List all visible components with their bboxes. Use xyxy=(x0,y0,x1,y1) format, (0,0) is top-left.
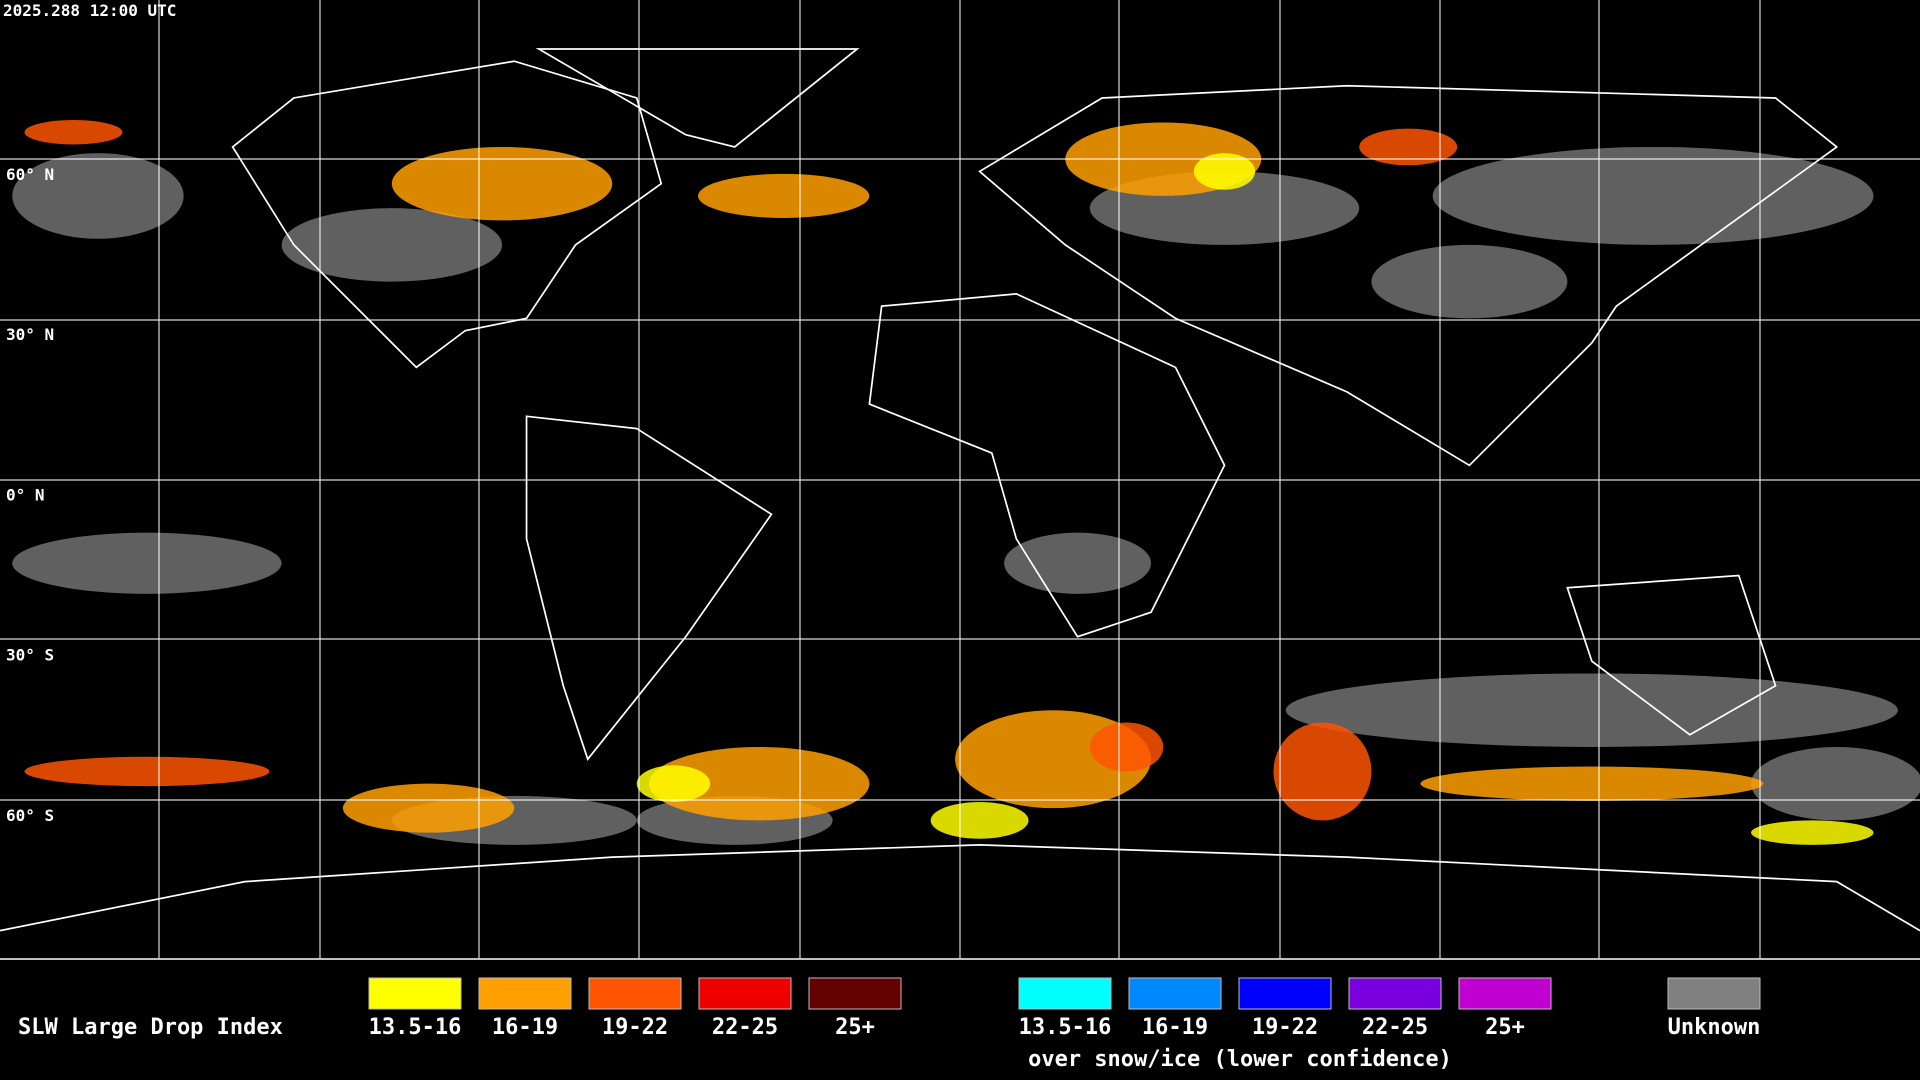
legend-swatch xyxy=(1348,977,1442,1010)
latitude-label: 0° N xyxy=(6,485,45,504)
legend-label: 22-25 xyxy=(712,1015,778,1040)
latitude-label: 30° N xyxy=(6,325,54,344)
legend-swatch xyxy=(1458,977,1552,1010)
legend-label: 25+ xyxy=(1485,1015,1525,1040)
legend-swatch xyxy=(1667,977,1761,1010)
legend-swatch xyxy=(368,977,462,1010)
legend-label: 22-25 xyxy=(1362,1015,1428,1040)
legend-label: 13.5-16 xyxy=(369,1015,462,1040)
legend-swatch xyxy=(808,977,902,1010)
legend-label: 16-19 xyxy=(492,1015,558,1040)
latitude-label: 30° S xyxy=(6,646,54,665)
coastlines xyxy=(0,48,1920,932)
legend-swatch xyxy=(1238,977,1332,1010)
legend-title: SLW Large Drop Index xyxy=(18,1015,283,1040)
latitude-label: 60° N xyxy=(6,165,54,184)
snow-note: over snow/ice (lower confidence) xyxy=(1028,1047,1452,1072)
latitude-label: 60° S xyxy=(6,806,54,825)
legend-swatch xyxy=(698,977,792,1010)
legend-label: 19-22 xyxy=(1252,1015,1318,1040)
timestamp: 2025.288 12:00 UTC xyxy=(3,1,176,20)
legend-label: 13.5-16 xyxy=(1019,1015,1112,1040)
legend-label: Unknown xyxy=(1668,1015,1761,1040)
legend-label: 19-22 xyxy=(602,1015,668,1040)
legend-label: 16-19 xyxy=(1142,1015,1208,1040)
legend-swatch xyxy=(1128,977,1222,1010)
legend-swatch xyxy=(478,977,572,1010)
graticule xyxy=(0,0,1920,958)
legend-swatch xyxy=(1018,977,1112,1010)
legend-label: 25+ xyxy=(835,1015,875,1040)
legend: SLW Large Drop Index over snow/ice (lowe… xyxy=(18,977,1761,1072)
legend-swatch xyxy=(588,977,682,1010)
latitude-labels: 60° N 30° N 0° N 30° S 60° S xyxy=(6,165,54,825)
